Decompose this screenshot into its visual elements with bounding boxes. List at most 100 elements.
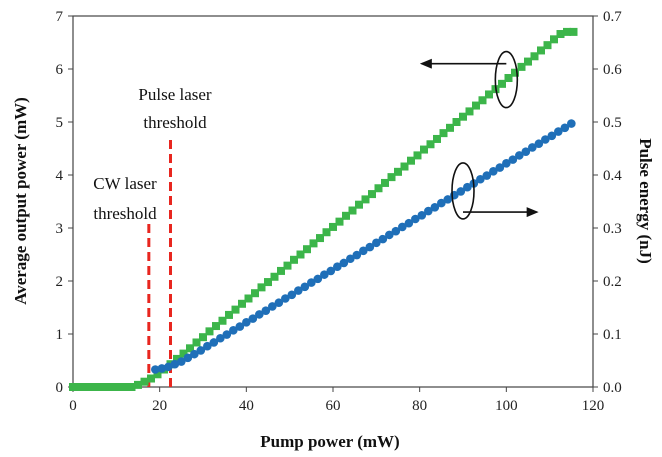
pulse-energy-point: [274, 298, 284, 308]
pulse-energy-point: [164, 362, 173, 372]
pulse-energy-point: [294, 286, 303, 295]
output-power-point: [537, 46, 545, 55]
left-tick-label: 3: [56, 221, 64, 237]
pulse-energy-point: [222, 330, 232, 339]
pulse-energy-point: [554, 127, 563, 136]
pulse-energy-point: [170, 359, 180, 369]
pulse-energy-point: [346, 254, 355, 264]
pulse-energy-point: [365, 242, 375, 252]
pulse-energy-point: [313, 274, 323, 284]
output-power-point: [82, 383, 90, 391]
pulse-energy-point: [183, 353, 193, 363]
output-power-point: [413, 151, 422, 160]
output-power-point: [101, 383, 110, 391]
pulse-energy-point: [359, 246, 368, 256]
output-power-point: [257, 283, 266, 292]
pulse-energy-point: [463, 182, 472, 192]
output-power-point: [550, 35, 558, 44]
output-power-point: [95, 383, 103, 391]
output-power-point: [290, 255, 298, 264]
x-axis-title: Pump power (mW): [260, 432, 399, 451]
x-tick-label: 20: [152, 398, 167, 414]
series-pulse-energy: [151, 119, 576, 374]
x-tick-label: 60: [326, 398, 341, 414]
pulse-energy-point: [320, 270, 329, 279]
pulse-energy-point: [404, 218, 414, 228]
output-power-point: [121, 383, 129, 391]
left-tick-label: 5: [56, 115, 64, 131]
output-power-point: [218, 316, 227, 325]
pulse-energy-point: [560, 123, 570, 133]
axis-indicator-arrows: [419, 50, 539, 220]
output-power-point: [212, 322, 220, 331]
output-power-point: [244, 294, 253, 303]
pulse-energy-point: [372, 238, 381, 248]
pulse-energy-point: [378, 234, 388, 244]
output-power-point: [322, 228, 331, 237]
output-power-point: [511, 68, 519, 77]
output-power-point: [472, 101, 480, 110]
output-power-point: [478, 96, 487, 105]
pulse-energy-point: [398, 222, 407, 232]
output-power-point: [192, 338, 201, 347]
pulse-energy-point: [339, 258, 349, 268]
output-power-point: [387, 173, 396, 182]
right-tick-label: 0.6: [603, 62, 622, 78]
pulse-energy-point: [151, 365, 160, 374]
right-tick-label: 0.0: [603, 380, 622, 396]
output-power-point: [381, 178, 389, 187]
output-power-point: [452, 118, 461, 126]
output-power-point: [238, 299, 246, 308]
right-tick-label: 0.7: [603, 9, 622, 25]
output-power-point: [264, 278, 272, 287]
pulse-energy-point: [190, 349, 199, 359]
x-tick-label: 100: [495, 398, 518, 414]
output-power-point: [75, 383, 84, 391]
pulse-energy-point: [567, 119, 576, 128]
output-power-point: [504, 74, 513, 83]
pulse-threshold-label-line1: Pulse laser: [138, 85, 212, 104]
x-tick-label: 0: [69, 398, 77, 414]
output-power-point: [530, 52, 539, 61]
pulse-energy-point: [235, 322, 245, 331]
output-power-point: [361, 195, 370, 204]
pulse-energy-point: [547, 131, 557, 141]
pulse-energy-point: [209, 338, 219, 347]
output-power-point: [179, 349, 188, 358]
output-power-point: [439, 129, 448, 138]
pulse-threshold-label-line2: threshold: [143, 113, 207, 132]
output-power-point: [342, 211, 350, 220]
output-power-point: [426, 140, 435, 149]
output-power-point: [433, 134, 441, 143]
output-power-point: [335, 217, 344, 226]
pulse-energy-point: [287, 290, 297, 300]
output-power-point: [374, 184, 383, 193]
output-power-point: [485, 90, 493, 99]
pulse-energy-point: [534, 139, 544, 149]
output-power-point: [108, 383, 116, 391]
output-power-point: [296, 250, 305, 259]
right-axis-ticks: 0.0 0.1 0.2 0.3 0.4 0.5 0.6 0.7: [593, 9, 622, 396]
output-power-point: [316, 234, 324, 243]
x-axis-ticks: 0 20 40 60 80 100 120: [69, 387, 604, 414]
right-tick-label: 0.1: [603, 327, 622, 343]
output-power-point: [569, 27, 578, 36]
pulse-energy-point: [261, 306, 271, 315]
output-power-point: [524, 57, 532, 66]
output-power-point: [88, 383, 97, 391]
output-power-point: [153, 370, 162, 379]
left-tick-label: 2: [56, 274, 64, 290]
output-power-point: [199, 333, 207, 342]
pulse-energy-point: [521, 147, 531, 156]
output-power-point: [407, 156, 415, 165]
pulse-energy-point: [437, 198, 446, 208]
pulse-energy-point: [300, 282, 310, 292]
pulse-energy-point: [424, 206, 433, 216]
output-power-point: [270, 272, 279, 281]
left-tick-label: 1: [56, 327, 64, 343]
x-tick-label: 80: [412, 398, 427, 414]
output-power-point: [394, 167, 402, 176]
right-tick-label: 0.2: [603, 274, 622, 290]
output-power-point: [251, 289, 259, 298]
output-power-point: [543, 41, 552, 50]
